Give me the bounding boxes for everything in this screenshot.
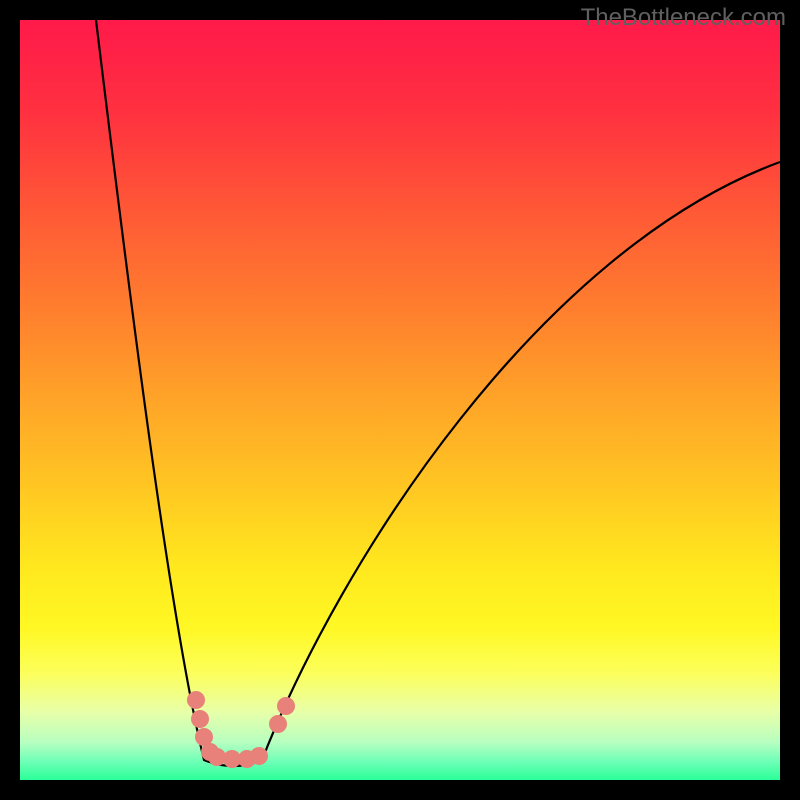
data-marker bbox=[188, 692, 205, 709]
data-marker bbox=[251, 748, 268, 765]
data-marker bbox=[224, 751, 241, 768]
data-marker bbox=[270, 716, 287, 733]
data-marker bbox=[196, 729, 213, 746]
data-marker bbox=[209, 749, 226, 766]
chart-svg bbox=[0, 0, 800, 800]
chart-root: TheBottleneck.com bbox=[0, 0, 800, 800]
data-marker bbox=[278, 698, 295, 715]
data-marker bbox=[192, 711, 209, 728]
watermark-text: TheBottleneck.com bbox=[581, 4, 786, 32]
